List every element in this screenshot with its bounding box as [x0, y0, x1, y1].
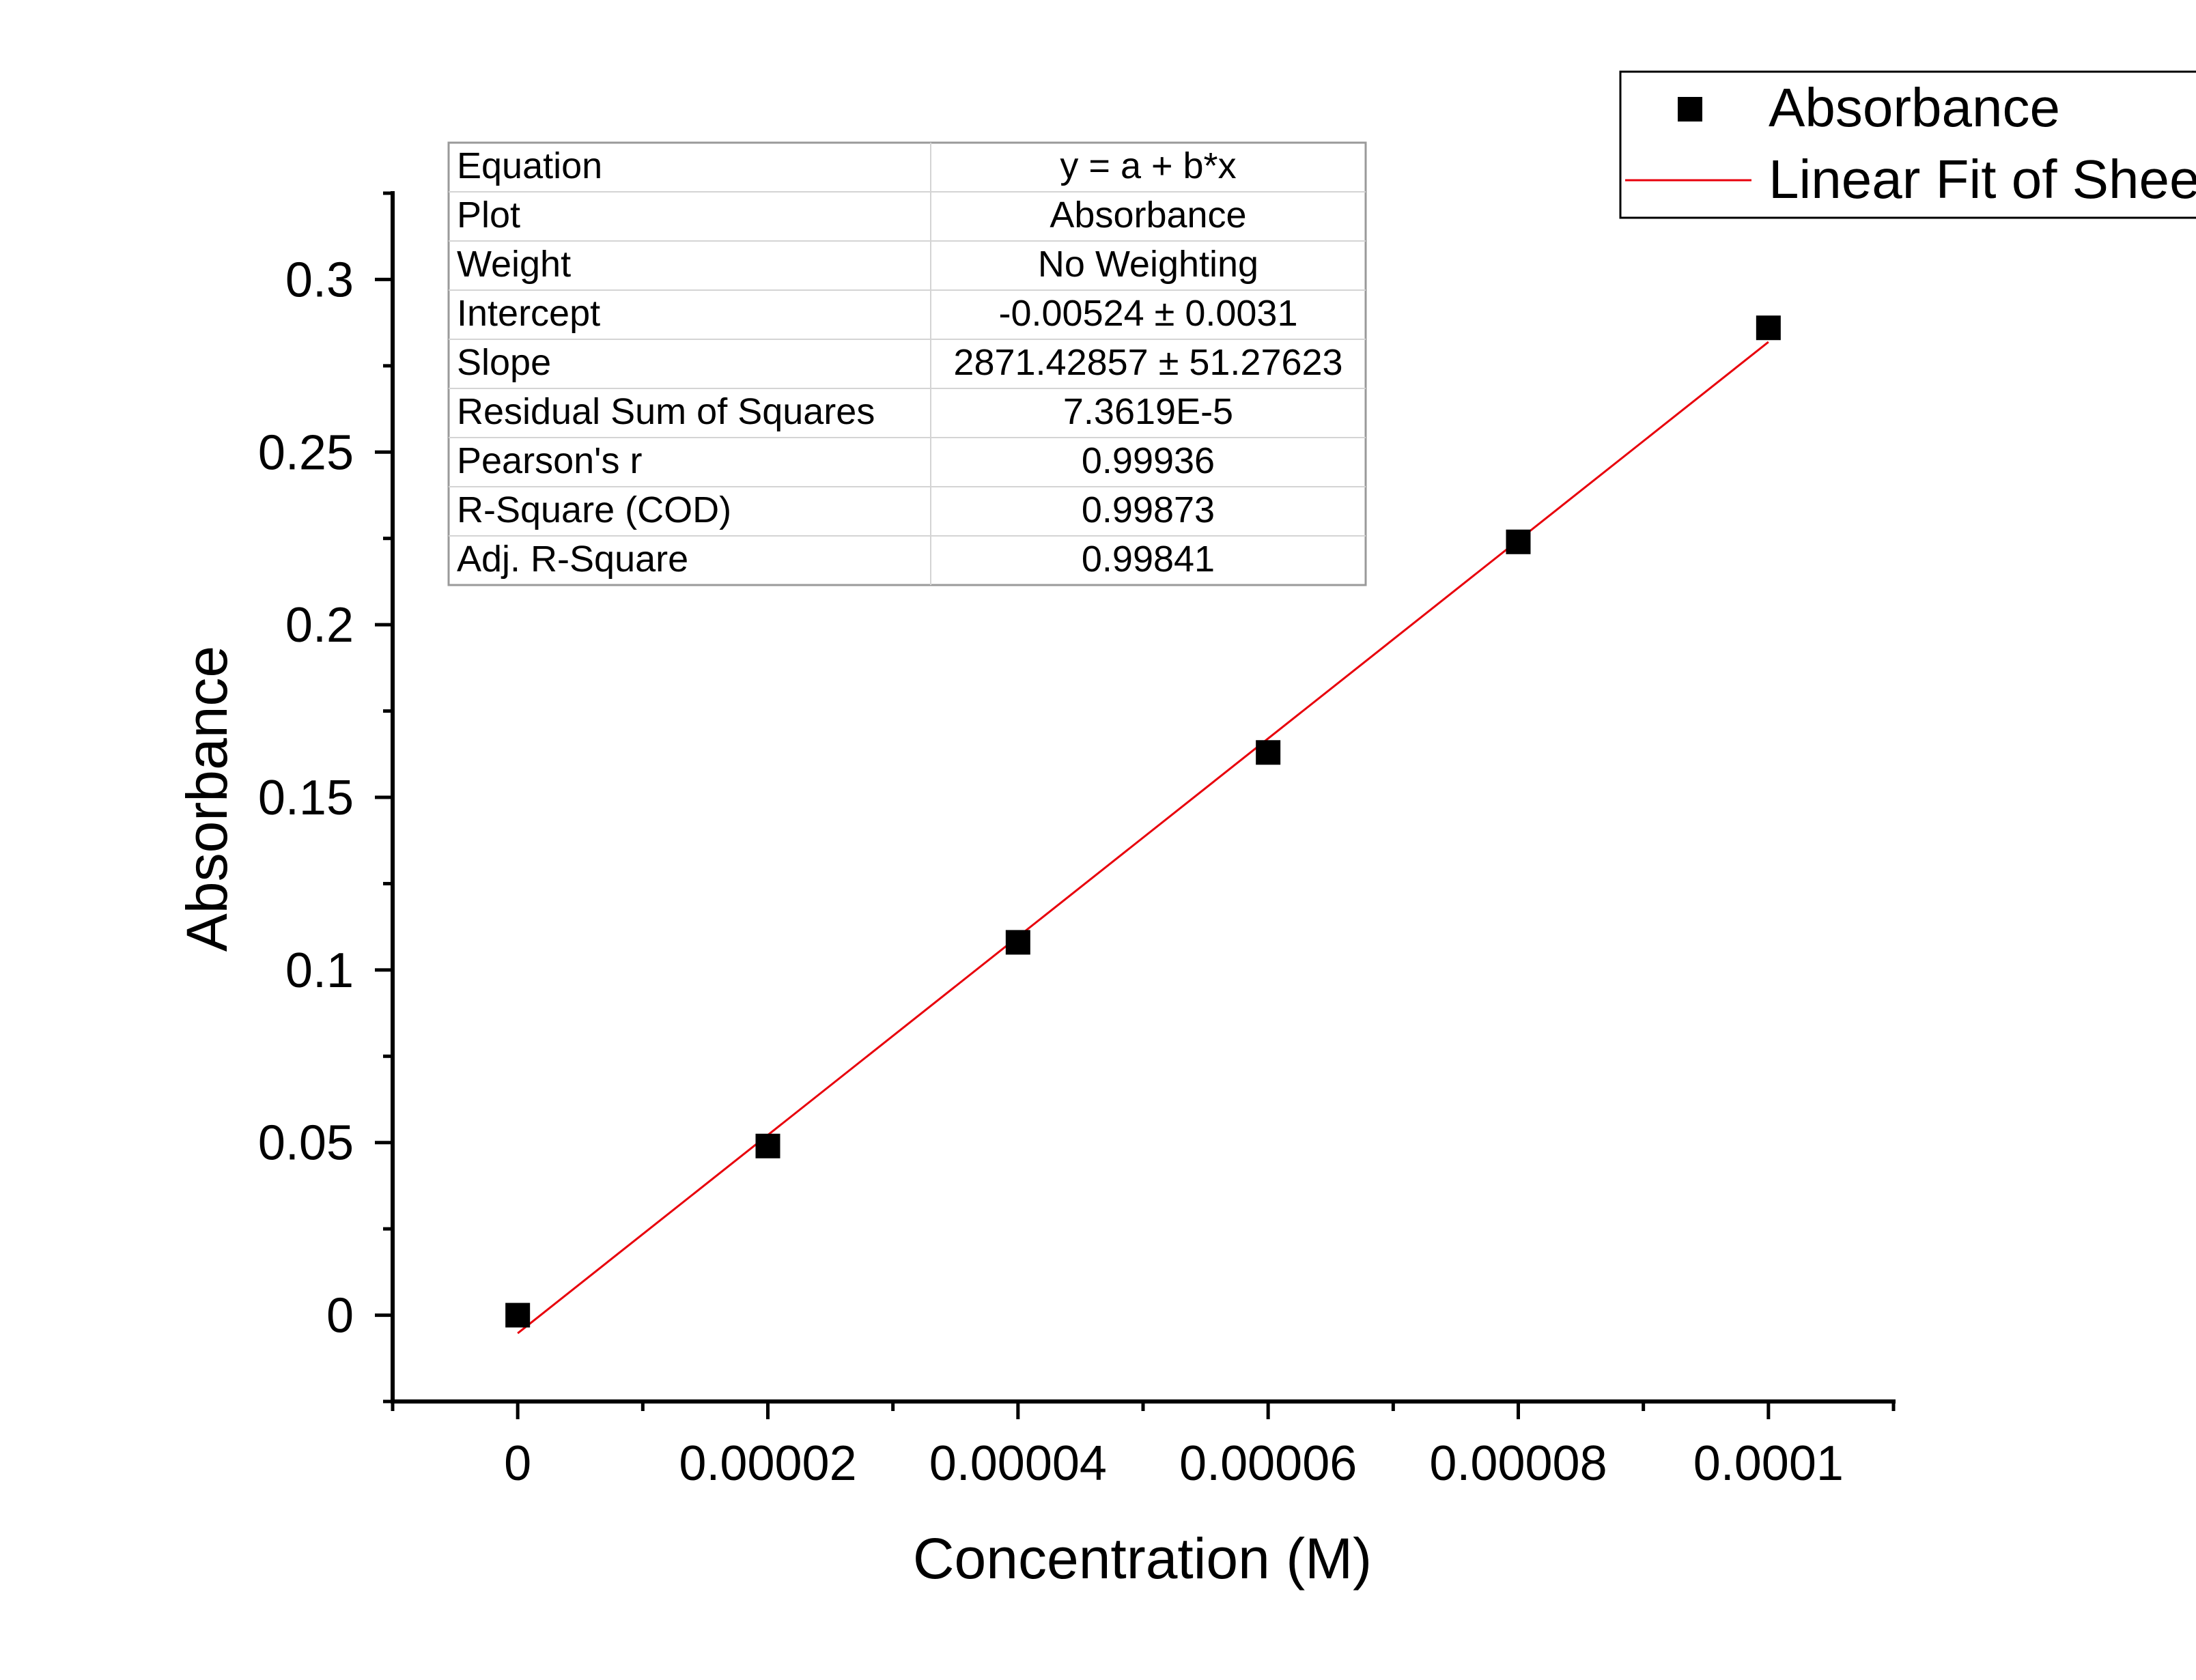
fit-table-label: Pearson's r	[457, 440, 642, 481]
fit-line-layer	[517, 341, 1769, 1335]
x-tick-label: 0.00004	[929, 1436, 1107, 1491]
legend-marker-absorbance	[1678, 97, 1702, 122]
data-point	[1506, 529, 1531, 554]
y-tick-label: 0.2	[285, 598, 354, 653]
fit-table-label: Intercept	[457, 293, 600, 334]
fit-table-value: y = a + b*x	[1060, 145, 1236, 186]
fit-table-label: Equation	[457, 145, 602, 186]
x-tick-label: 0.0001	[1693, 1436, 1844, 1491]
fit-table-label: Slope	[457, 342, 551, 383]
fit-results-table: Equation y = a + b*x Plot Absorbance Weight N…	[447, 141, 1367, 586]
x-tick-label: 0.00006	[1179, 1436, 1357, 1491]
data-point	[1256, 740, 1281, 765]
legend: Absorbance Linear Fit of Shee	[1619, 70, 2196, 219]
data-point	[505, 1302, 531, 1328]
legend-frame	[1619, 70, 2196, 219]
y-tick-label: 0	[326, 1289, 354, 1343]
data-point	[1756, 315, 1781, 341]
axes: 0 0.00002 0.00004 0.00006 0.00008 0.0001 0 0.05…	[258, 191, 1896, 1491]
fit-table-value: -0.00524 ± 0.0031	[999, 293, 1298, 334]
x-tick-label: 0.00002	[679, 1436, 856, 1491]
fit-table-frame	[447, 141, 1367, 586]
points-layer	[505, 315, 1781, 1328]
y-tick-label: 0.25	[258, 425, 354, 480]
y-tick-label: 0.1	[285, 943, 354, 998]
fit-table-value: 0.99841	[1082, 539, 1215, 580]
fit-table-label: Adj. R-Square	[457, 539, 688, 580]
y-tick-label: 0.3	[285, 253, 354, 307]
fit-table-value: 0.99873	[1082, 489, 1215, 530]
x-tick-label: 0.00008	[1429, 1436, 1607, 1491]
fit-table-value: 7.3619E-5	[1063, 391, 1233, 432]
fit-table-value: Absorbance	[1050, 195, 1246, 236]
legend-label-fit: Linear Fit of Shee	[1769, 149, 2196, 210]
data-point	[1005, 930, 1030, 955]
fit-table-value: No Weighting	[1038, 244, 1258, 285]
fit-table-value: 0.99936	[1082, 440, 1215, 481]
y-axis-label: Absorbance	[175, 646, 239, 952]
y-tick-label: 0.15	[258, 771, 354, 825]
data-point	[755, 1133, 780, 1158]
fit-table-value: 2871.42857 ± 51.27623	[953, 342, 1342, 383]
x-tick-label: 0	[504, 1436, 531, 1491]
fit-table-label: Plot	[457, 195, 520, 236]
fit-table-label: R-Square (COD)	[457, 489, 731, 530]
y-tick-label: 0.05	[258, 1116, 354, 1171]
fit-table-label: Residual Sum of Squares	[457, 391, 875, 432]
fit-table-label: Weight	[457, 244, 571, 285]
legend-label-absorbance: Absorbance	[1769, 77, 2060, 138]
fit-line	[517, 341, 1769, 1335]
x-axis-label: Concentration (M)	[913, 1526, 1372, 1591]
